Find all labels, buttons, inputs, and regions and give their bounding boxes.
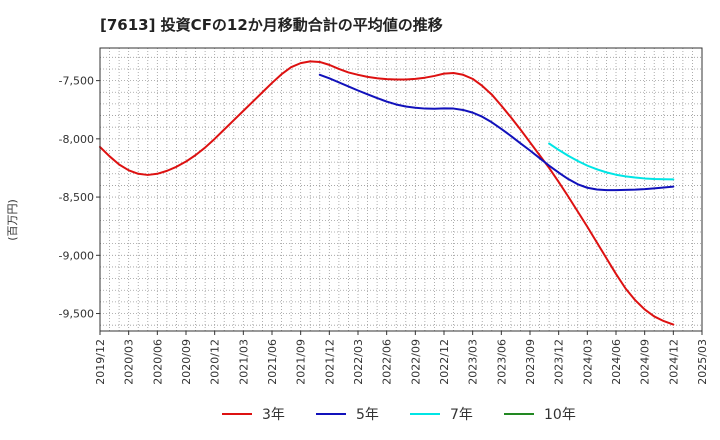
y-tick-label: -8,000 <box>59 133 94 146</box>
x-tick-label: 2021/06 <box>266 339 279 385</box>
grid-lines <box>100 48 702 331</box>
x-tick-label: 2022/09 <box>409 339 422 385</box>
x-tick-label: 2024/03 <box>581 339 594 385</box>
x-tick-label: 2021/03 <box>237 339 250 385</box>
x-tick-label: 2022/06 <box>381 339 394 385</box>
plot-frame <box>99 47 703 332</box>
x-tick-label: 2025/03 <box>696 339 709 385</box>
series-line-3年 <box>99 60 675 326</box>
legend-label: 5年 <box>356 407 379 423</box>
x-tick-label: 2024/09 <box>639 339 652 385</box>
x-tick-label: 2023/06 <box>495 339 508 385</box>
series-line-7年 <box>548 142 675 181</box>
y-ticks: -7,500 -8,000 -8,500 -9,000 -9,500 <box>59 75 100 321</box>
y-tick-label: -9,500 <box>59 308 94 321</box>
x-tick-label: 2021/09 <box>295 339 308 385</box>
x-tick-label: 2022/12 <box>438 339 451 385</box>
legend-label: 7年 <box>450 407 473 423</box>
x-tick-label: 2019/12 <box>94 339 107 385</box>
series-line-5年 <box>318 73 675 192</box>
legend-label: 3年 <box>262 407 285 423</box>
y-tick-label: -7,500 <box>59 75 94 88</box>
x-ticks: 2019/12 2020/03 2020/06 2020/09 2020/12 2021/… <box>94 331 709 385</box>
x-tick-label: 2024/12 <box>667 339 680 385</box>
legend-label: 10年 <box>544 407 576 423</box>
x-tick-label: 2021/12 <box>323 339 336 385</box>
x-tick-label: 2023/03 <box>467 339 480 385</box>
x-tick-label: 2020/03 <box>123 339 136 385</box>
y-tick-label: -8,500 <box>59 191 94 204</box>
x-tick-label: 2023/09 <box>524 339 537 385</box>
y-tick-label: -9,000 <box>59 249 94 262</box>
x-tick-label: 2023/12 <box>553 339 566 385</box>
series-lines <box>99 60 675 326</box>
x-tick-label: 2020/12 <box>209 339 222 385</box>
x-tick-label: 2024/06 <box>610 339 623 385</box>
chart-title: [7613] 投資CFの12か月移動合計の平均値の推移 <box>100 16 443 34</box>
x-tick-label: 2020/06 <box>151 339 164 385</box>
legend: 3年 5年 7年 10年 <box>222 407 576 423</box>
x-tick-label: 2022/03 <box>352 339 365 385</box>
x-tick-label: 2020/09 <box>180 339 193 385</box>
